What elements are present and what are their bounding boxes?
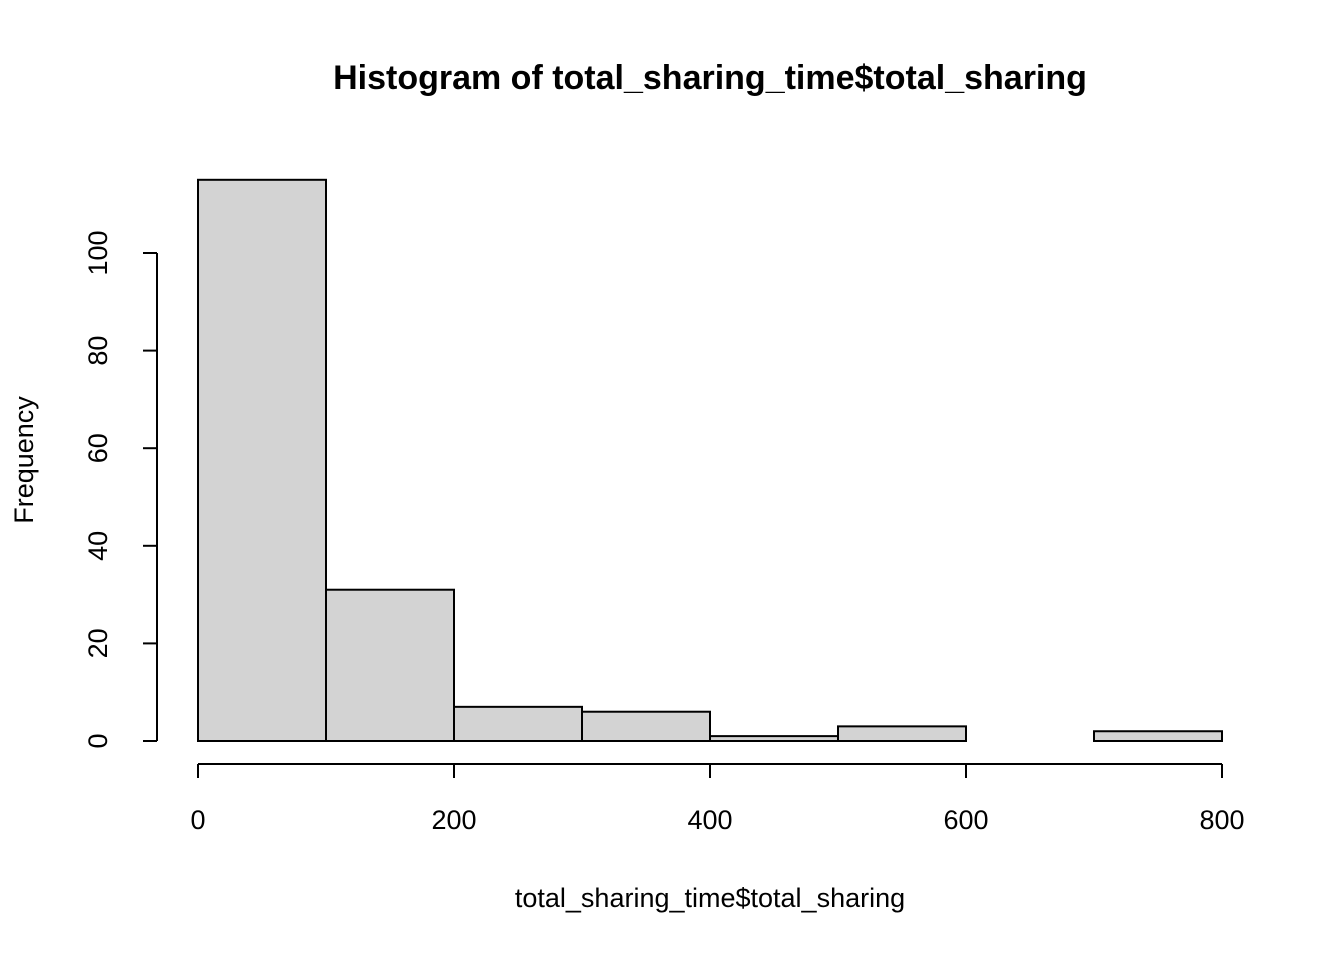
bar [581,710,711,742]
y-tick-label: 40 [83,531,113,561]
x-axis-title: total_sharing_time$total_sharing [515,883,905,913]
y-axis-title: Frequency [9,396,39,524]
bar [1093,730,1223,742]
bar [453,705,583,743]
bar [197,178,327,743]
y-tick-label: 100 [83,230,113,275]
y-tick-label: 60 [83,433,113,463]
bar [325,588,455,742]
y-tick-label: 80 [83,336,113,366]
x-tick-label: 800 [1199,805,1244,835]
x-tick-label: 0 [190,805,205,835]
bar [709,735,839,742]
bar [837,725,967,742]
y-tick-label: 0 [83,733,113,748]
x-tick-label: 200 [431,805,476,835]
x-tick-label: 600 [943,805,988,835]
x-tick-label: 400 [687,805,732,835]
y-tick-label: 20 [83,628,113,658]
chart-title: Histogram of total_sharing_time$total_sh… [333,59,1087,97]
